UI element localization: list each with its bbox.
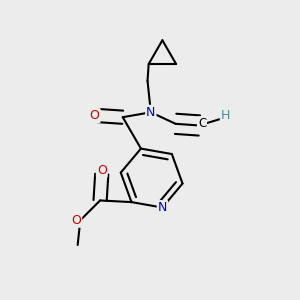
Text: O: O: [97, 164, 107, 177]
Text: O: O: [90, 109, 100, 122]
Text: O: O: [71, 214, 81, 227]
Text: N: N: [146, 106, 155, 119]
Text: C: C: [198, 117, 206, 130]
Text: N: N: [158, 201, 167, 214]
Text: H: H: [221, 109, 230, 122]
